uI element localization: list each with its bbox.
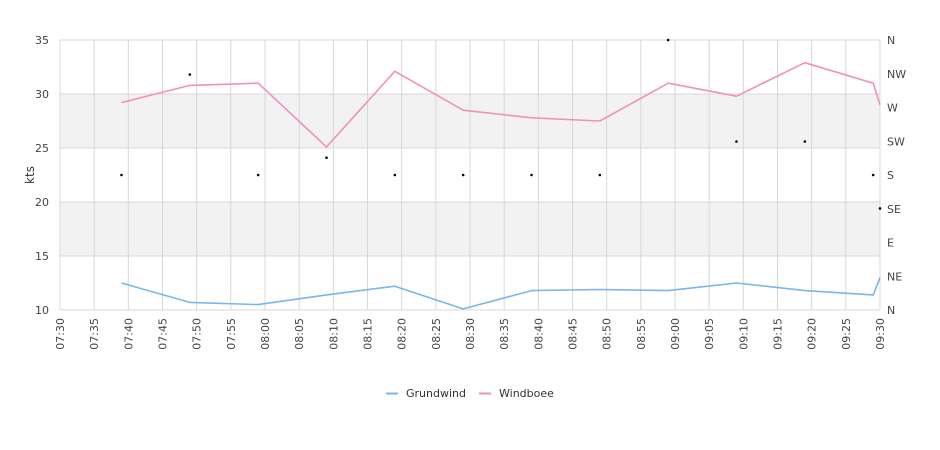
horizontal-gridlines: [60, 39, 880, 311]
x-tick-label: 09:15: [772, 318, 785, 350]
legend-label: Grundwind: [406, 387, 466, 400]
x-tick-label: 08:50: [601, 318, 614, 350]
legend-label: Windboee: [499, 387, 554, 400]
x-axis-ticks: 07:30 07:35 07:40 07:45 07:50 07:55 08:00 08:05…: [54, 318, 887, 350]
y-tick-label: 35: [35, 34, 49, 47]
x-tick-label: 08:45: [567, 318, 580, 350]
vertical-gridlines: [59, 40, 881, 310]
legend-item-windboee[interactable]: Windboee: [479, 387, 554, 400]
y-tick-label: 30: [35, 88, 49, 101]
x-tick-label: 07:35: [88, 318, 101, 350]
legend-item-grundwind[interactable]: Grundwind: [386, 387, 466, 400]
direction-point: [803, 140, 807, 143]
y-tick-label: 15: [35, 250, 49, 263]
y-tick-label: 10: [35, 304, 49, 317]
direction-point: [530, 173, 533, 177]
right-tick-label: NW: [887, 68, 906, 81]
right-tick-label: SW: [887, 135, 905, 148]
x-tick-label: 07:40: [122, 318, 135, 350]
x-tick-label: 09:10: [737, 318, 750, 350]
x-tick-label: 07:55: [225, 318, 238, 350]
direction-point: [325, 156, 328, 160]
direction-point: [878, 207, 882, 210]
legend[interactable]: Grundwind Windboee: [386, 387, 554, 400]
direction-point: [666, 38, 670, 42]
direction-point: [393, 173, 397, 177]
direction-points: [120, 38, 882, 210]
y-tick-label: 20: [35, 196, 49, 209]
right-tick-label: N: [887, 34, 895, 47]
direction-point: [188, 73, 192, 76]
x-tick-label: 08:30: [464, 318, 477, 350]
right-tick-label: N: [887, 304, 895, 317]
x-tick-label: 08:55: [635, 318, 648, 350]
x-tick-label: 08:05: [293, 318, 306, 350]
x-tick-label: 09:25: [840, 318, 853, 350]
right-tick-label: W: [887, 102, 898, 115]
series-lines: [121, 61, 881, 310]
x-tick-label: 08:35: [498, 318, 511, 350]
direction-point: [256, 173, 260, 177]
right-tick-label: S: [887, 169, 894, 182]
x-tick-label: 07:45: [157, 318, 170, 350]
x-tick-label: 07:30: [54, 318, 67, 350]
direction-point: [871, 173, 875, 177]
x-tick-label: 09:00: [669, 318, 682, 350]
y-axis-title: kts: [23, 166, 37, 184]
series-line-windboee: [121, 61, 881, 148]
x-tick-label: 09:30: [874, 318, 887, 350]
x-tick-label: 08:40: [532, 318, 545, 350]
x-tick-label: 08:10: [327, 318, 340, 350]
right-tick-label: NE: [887, 270, 902, 283]
x-tick-label: 08:00: [259, 318, 272, 350]
y-tick-label: 25: [35, 142, 49, 155]
x-tick-label: 08:15: [362, 318, 375, 350]
x-tick-label: 09:05: [703, 318, 716, 350]
direction-point: [120, 173, 123, 177]
right-axis-ticks: N NE E SE S SW W NW N: [887, 34, 906, 317]
right-tick-label: E: [887, 237, 894, 250]
x-tick-label: 07:50: [191, 318, 204, 350]
direction-point: [598, 173, 602, 177]
direction-point: [461, 173, 465, 177]
right-tick-label: SE: [887, 203, 901, 216]
y-axis-ticks: 10 15 20 25 30 35: [35, 34, 49, 317]
direction-point: [735, 140, 738, 143]
x-tick-label: 09:20: [806, 318, 819, 350]
x-tick-label: 08:20: [396, 318, 409, 350]
x-tick-label: 08:25: [430, 318, 443, 350]
series-line-grundwind: [121, 277, 881, 310]
